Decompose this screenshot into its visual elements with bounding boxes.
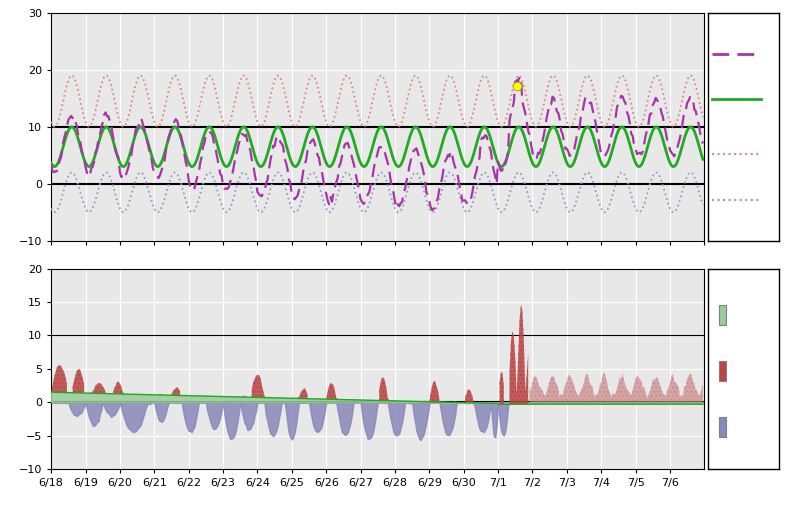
Point xyxy=(511,82,523,90)
FancyBboxPatch shape xyxy=(719,417,726,437)
FancyBboxPatch shape xyxy=(719,361,726,381)
FancyBboxPatch shape xyxy=(719,305,726,325)
